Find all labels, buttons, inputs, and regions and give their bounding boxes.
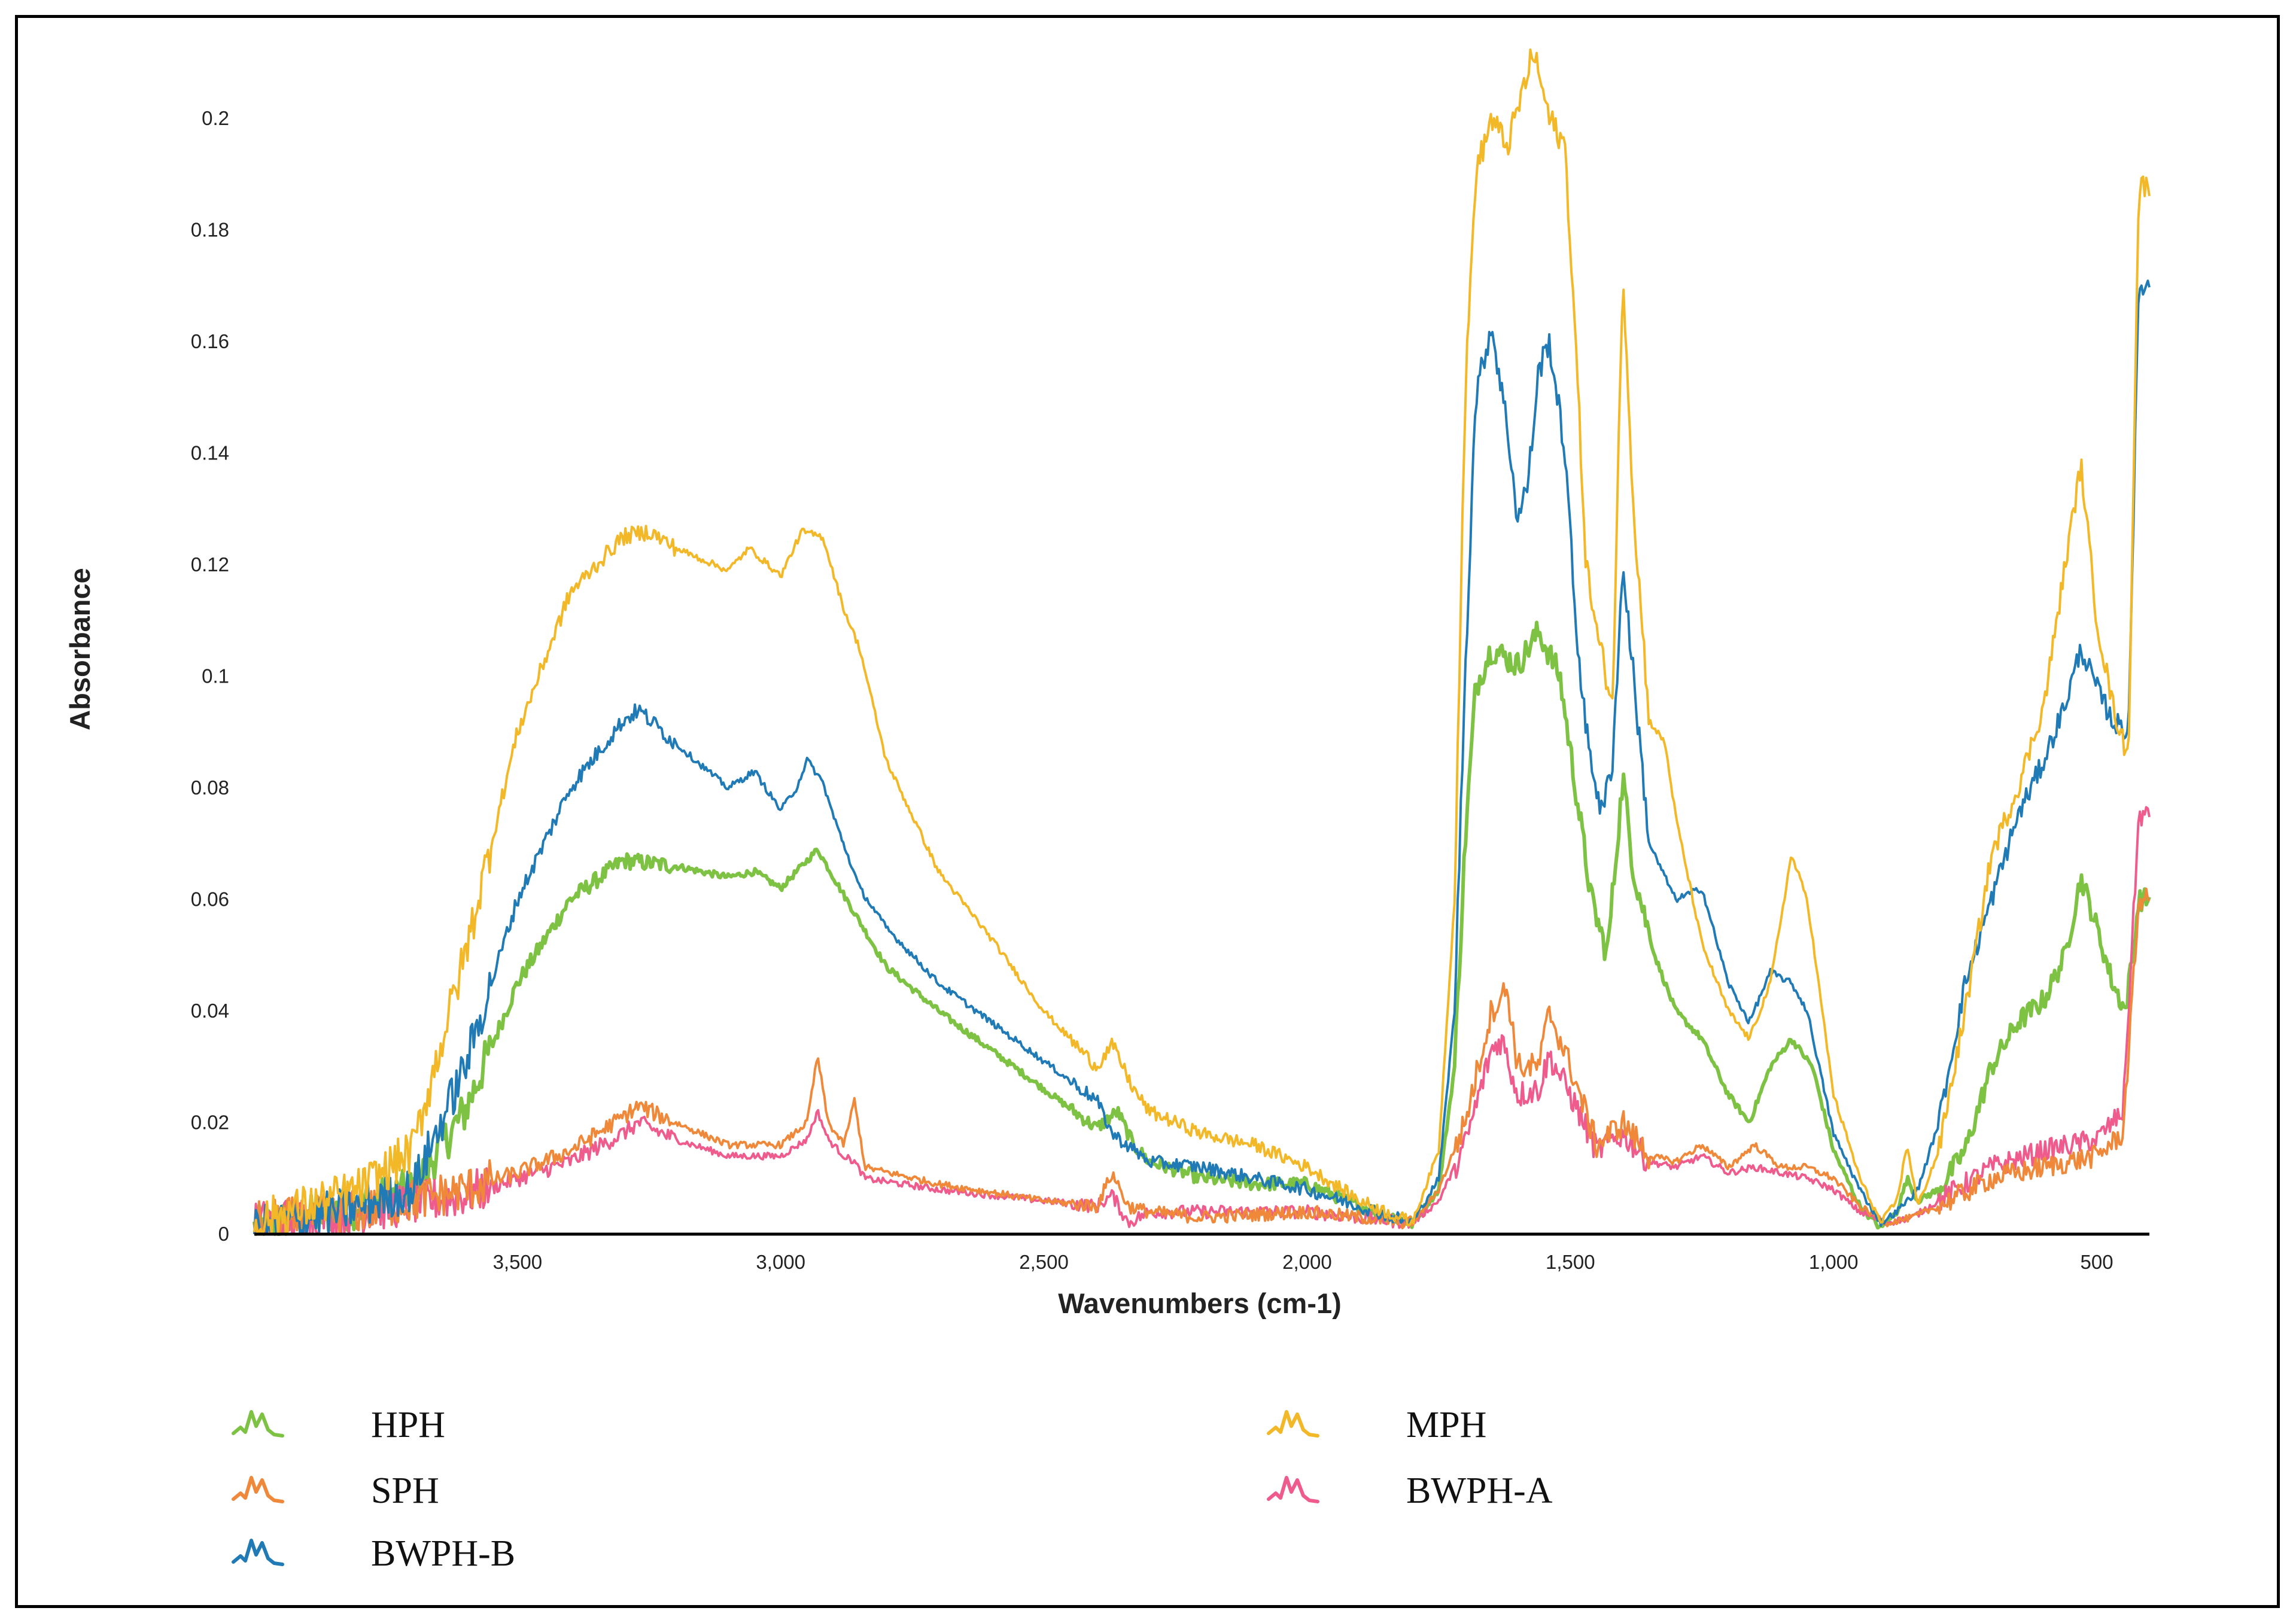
series-line-bwph-b [253,279,2151,1235]
y-tick-label: 0.2 [202,107,229,129]
legend-item-bwph-a: BWPH-A [1267,1470,1553,1511]
y-tick-label: 0.18 [191,219,229,241]
legend-label: SPH [371,1470,439,1511]
y-tick-label: 0.06 [191,888,229,911]
series-line-sph [253,887,2151,1235]
y-tick-labels: 0 0.02 0.04 0.06 0.08 0.1 0.12 0.14 0.16 0.18 0.2 [191,107,229,1245]
legend-item-sph: SPH [232,1470,439,1511]
x-tick-label: 1,500 [1546,1251,1595,1273]
x-tick-label: 500 [2080,1251,2113,1273]
legend-swatch-icon [232,1410,284,1438]
y-axis-title: Absorbance [64,568,96,730]
x-tick-label: 2,500 [1019,1251,1069,1273]
y-tick-label: 0.12 [191,553,229,575]
x-tick-label: 2,000 [1282,1251,1332,1273]
series-layer [253,48,2151,1236]
x-tick-label: 1,000 [1809,1251,1859,1273]
legend-label: BWPH-B [371,1533,515,1574]
y-tick-label: 0.14 [191,442,229,464]
legend-swatch-icon [232,1539,284,1566]
x-tick-label: 3,000 [756,1251,805,1273]
legend-item-mph: MPH [1267,1405,1486,1445]
legend-swatch-icon [1267,1476,1319,1503]
legend: HPH SPH BWPH-B MPH BWPH-A [232,1405,1553,1574]
y-tick-label: 0.16 [191,330,229,352]
y-tick-label: 0 [218,1223,229,1245]
x-axis-title: Wavenumbers (cm-1) [1058,1287,1342,1319]
legend-swatch-icon [232,1476,284,1503]
y-tick-label: 0.1 [202,665,229,687]
x-tick-labels: 3,500 3,000 2,500 2,000 1,500 1,000 500 [493,1251,2113,1273]
legend-item-bwph-b: BWPH-B [232,1533,515,1574]
legend-swatch-icon [1267,1410,1319,1438]
legend-label: BWPH-A [1406,1470,1553,1511]
y-tick-label: 0.04 [191,1000,229,1022]
figure-frame [15,15,2280,1608]
y-tick-label: 0.08 [191,777,229,799]
legend-label: HPH [371,1405,445,1445]
x-tick-label: 3,500 [493,1251,543,1273]
series-line-hph [253,620,2151,1236]
legend-item-hph: HPH [232,1405,445,1445]
legend-label: MPH [1406,1405,1486,1445]
y-tick-label: 0.02 [191,1112,229,1134]
series-line-bwph-a [253,806,2151,1235]
series-line-mph [253,48,2151,1235]
